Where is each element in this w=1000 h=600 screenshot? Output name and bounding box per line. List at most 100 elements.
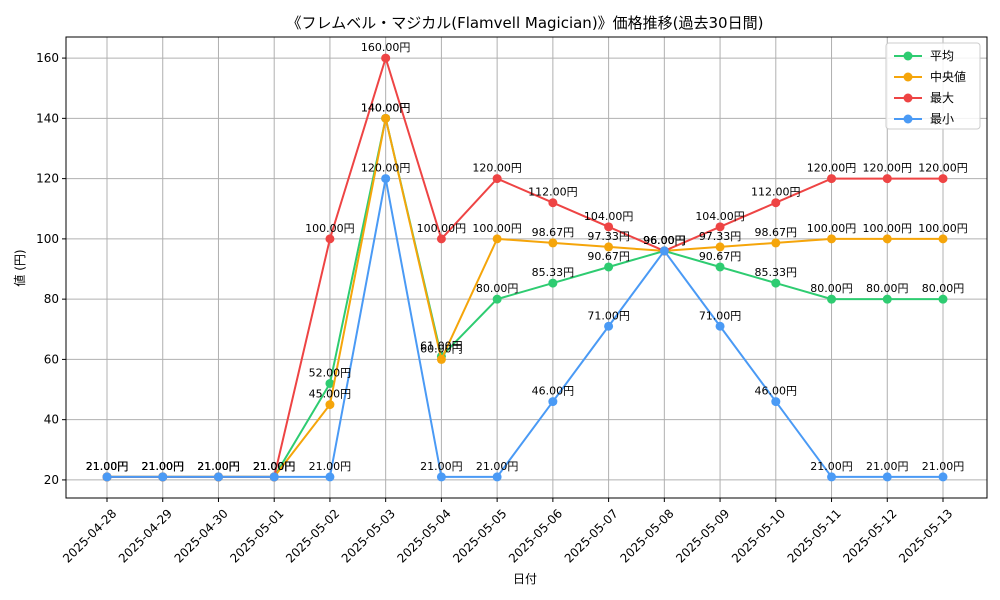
data-point [436,472,446,482]
data-point [492,294,502,304]
data-label: 90.67円 [699,250,742,263]
data-label: 80.00円 [922,282,965,295]
data-label: 100.00円 [807,222,857,235]
series-3 [102,174,948,482]
data-point [938,472,948,482]
data-label: 120.00円 [807,162,857,175]
data-label: 21.00円 [141,460,184,473]
data-point [548,397,558,407]
data-label: 80.00円 [810,282,853,295]
y-tick-label: 80 [44,292,59,306]
data-point [548,198,558,208]
data-point [715,321,725,331]
data-label: 160.00円 [361,41,411,54]
data-label: 21.00円 [86,460,129,473]
data-label: 52.00円 [309,367,352,380]
data-label: 100.00円 [417,222,467,235]
data-point [715,222,725,232]
legend-marker [903,72,913,82]
data-point [325,379,335,389]
data-label: 120.00円 [863,162,913,175]
data-label: 21.00円 [86,460,129,473]
data-label: 100.00円 [918,222,968,235]
data-label: 120.00円 [361,162,411,175]
legend-item: 最大 [894,91,954,105]
y-axis: 20 40 60 80 100 120 140 160 [36,51,66,487]
data-label: 21.00円 [197,460,240,473]
data-point [381,53,391,63]
legend-label: 最小 [930,112,954,126]
data-label: 100.00円 [863,222,913,235]
data-label: 21.00円 [420,460,463,473]
x-axis-label: 日付 [513,572,537,586]
data-point [492,472,502,482]
y-axis-label: 値 (円) [12,249,27,286]
data-label: 60.00円 [420,342,463,355]
data-label: 104.00円 [584,210,634,223]
legend-label: 中央値 [930,69,966,84]
legend-item: 中央値 [894,69,966,84]
data-point [771,278,781,288]
data-point [548,278,558,288]
data-label: 46.00円 [755,385,798,398]
y-tick-label: 120 [36,172,59,186]
data-label: 140.00円 [361,101,411,114]
data-label: 61.00円 [420,339,463,352]
data-label: 21.00円 [253,460,296,473]
y-tick-label: 20 [44,473,59,487]
data-label: 97.33円 [699,230,742,243]
data-label: 21.00円 [253,460,296,473]
data-label: 45.00円 [309,388,352,401]
y-tick-label: 40 [44,413,59,427]
data-label: 21.00円 [922,460,965,473]
data-label: 46.00円 [532,385,575,398]
data-label: 85.33円 [755,266,798,279]
data-point [325,472,335,482]
data-point [436,354,446,364]
data-point [771,238,781,248]
data-label: 104.00円 [695,210,745,223]
data-point [938,234,948,244]
data-point [827,294,837,304]
data-label: 112.00円 [528,186,578,199]
data-label: 21.00円 [86,460,129,473]
data-label: 120.00円 [918,162,968,175]
data-point [604,242,614,252]
data-point [269,472,279,482]
data-label: 21.00円 [866,460,909,473]
data-label: 21.00円 [810,460,853,473]
y-tick-label: 100 [36,232,59,246]
data-label: 140.00円 [361,101,411,114]
data-point [158,472,168,482]
data-point [827,234,837,244]
data-point [882,234,892,244]
legend-marker [903,114,913,124]
data-label: 97.33円 [587,230,630,243]
data-point [827,472,837,482]
data-label: 96.00円 [643,234,686,247]
data-point [938,174,948,184]
data-point [827,174,837,184]
data-label: 100.00円 [305,222,355,235]
data-label: 98.67円 [755,226,798,239]
data-label: 112.00円 [751,186,801,199]
data-point [882,174,892,184]
legend-label: 最大 [930,91,954,105]
data-label: 71.00円 [699,309,742,322]
data-point [604,321,614,331]
data-point [548,238,558,248]
data-point [771,397,781,407]
data-label: 96.00円 [643,234,686,247]
data-label: 21.00円 [253,460,296,473]
data-point [604,222,614,232]
data-label: 21.00円 [197,460,240,473]
data-label: 85.33円 [532,266,575,279]
plot-frame [65,36,988,499]
legend-marker [903,93,913,103]
data-point [882,294,892,304]
data-labels: 21.00円 21.00円 21.00円 21.00円 52.00円 140.00円 61.… [86,41,968,473]
data-label: 21.00円 [86,460,129,473]
data-point [102,472,112,482]
data-label: 90.67円 [587,250,630,263]
